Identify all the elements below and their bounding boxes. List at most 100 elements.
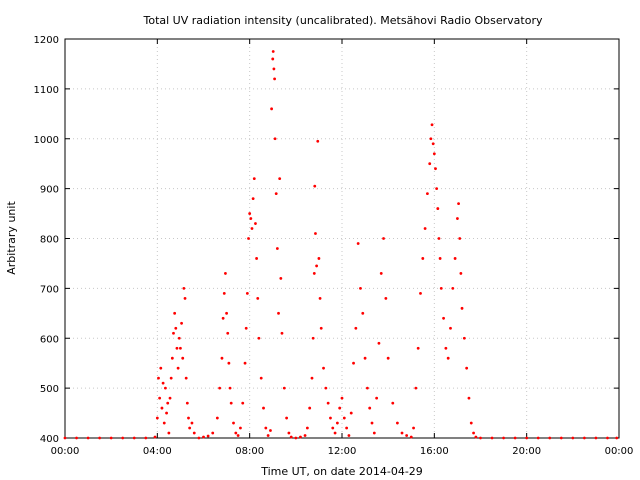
data-point <box>326 401 330 405</box>
data-point <box>437 237 441 240</box>
y-tick-label: 400 <box>40 434 59 445</box>
x-tick-label: 00:00 <box>605 446 634 457</box>
data-point <box>285 416 288 420</box>
data-point <box>363 356 367 360</box>
y-axis-label: Arbitrary unit <box>5 201 18 275</box>
data-point <box>462 336 466 340</box>
data-point <box>257 336 261 340</box>
data-point <box>347 434 351 437</box>
data-point <box>155 416 159 420</box>
data-point <box>202 435 205 439</box>
data-point <box>435 187 439 191</box>
data-point <box>451 286 455 290</box>
data-point <box>218 386 222 390</box>
data-point <box>121 436 125 440</box>
data-point <box>274 192 278 196</box>
data-point <box>313 184 317 188</box>
data-point <box>271 50 275 53</box>
data-point <box>352 361 355 365</box>
data-point <box>272 67 276 71</box>
data-point <box>444 346 448 350</box>
data-point <box>157 376 160 380</box>
data-point <box>170 356 174 360</box>
data-point <box>169 376 173 380</box>
data-point <box>247 237 250 240</box>
y-tick-label: 1100 <box>34 85 59 96</box>
data-point <box>289 435 293 439</box>
data-point <box>181 356 185 360</box>
data-point <box>277 311 280 315</box>
data-point <box>175 346 179 350</box>
data-point <box>248 212 252 215</box>
data-point <box>226 331 230 335</box>
data-point <box>192 431 196 435</box>
data-point <box>86 436 90 440</box>
data-point <box>183 296 187 300</box>
data-point <box>434 167 437 171</box>
data-point <box>606 436 609 440</box>
grid <box>65 39 619 438</box>
data-point <box>375 396 379 400</box>
data-point <box>318 296 322 300</box>
data-point <box>456 217 459 220</box>
data-point <box>197 436 201 440</box>
data-point <box>273 137 277 141</box>
data-point <box>160 406 164 410</box>
data-point <box>270 107 273 111</box>
x-tick-label: 20:00 <box>512 446 541 457</box>
data-point <box>335 421 339 425</box>
data-point <box>251 197 255 201</box>
data-point <box>229 401 233 405</box>
data-point <box>176 366 180 370</box>
data-point <box>465 366 469 370</box>
data-point <box>386 356 390 360</box>
data-point <box>243 361 247 365</box>
data-point <box>182 286 186 290</box>
data-point <box>379 272 383 275</box>
data-point <box>356 242 360 245</box>
data-point <box>430 123 434 127</box>
data-point <box>513 436 517 440</box>
data-point <box>179 346 182 350</box>
data-point <box>225 311 228 315</box>
data-point <box>221 316 225 320</box>
y-tick-label: 800 <box>40 235 59 246</box>
data-point <box>314 232 317 235</box>
data-point <box>271 57 275 61</box>
data-point <box>345 426 349 430</box>
data-point <box>469 421 473 425</box>
data-point <box>250 227 254 230</box>
data-point <box>446 356 450 360</box>
data-point <box>244 326 248 330</box>
data-point <box>282 386 286 390</box>
data-point <box>279 277 283 280</box>
data-point <box>184 376 188 380</box>
data-point <box>368 406 372 410</box>
data-point <box>349 411 353 415</box>
data-point <box>222 291 226 295</box>
data-point <box>206 434 210 438</box>
data-point <box>224 272 227 275</box>
data-point <box>316 139 320 143</box>
data-point <box>472 431 475 435</box>
data-point <box>167 431 171 435</box>
data-point <box>215 416 219 420</box>
data-point <box>384 296 388 300</box>
data-point <box>158 396 162 400</box>
chart-title: Total UV radiation intensity (uncalibrat… <box>143 14 543 27</box>
data-point <box>75 436 78 440</box>
data-point <box>582 436 586 440</box>
x-tick-label: 16:00 <box>420 446 449 457</box>
data-point <box>490 436 494 440</box>
x-axis-label: Time UT, on date 2014-04-29 <box>260 465 423 478</box>
data-point <box>439 286 443 290</box>
data-point <box>322 366 325 370</box>
data-point <box>474 435 478 439</box>
axis-ticks: 00:00 04:00 08:00 12:00 16:00 20:00 00:0040050… <box>34 35 634 457</box>
data-point <box>559 436 563 440</box>
data-point <box>458 237 462 240</box>
data-point <box>255 257 258 260</box>
data-point <box>457 202 460 205</box>
data-point <box>262 406 265 410</box>
data-point <box>354 326 358 330</box>
